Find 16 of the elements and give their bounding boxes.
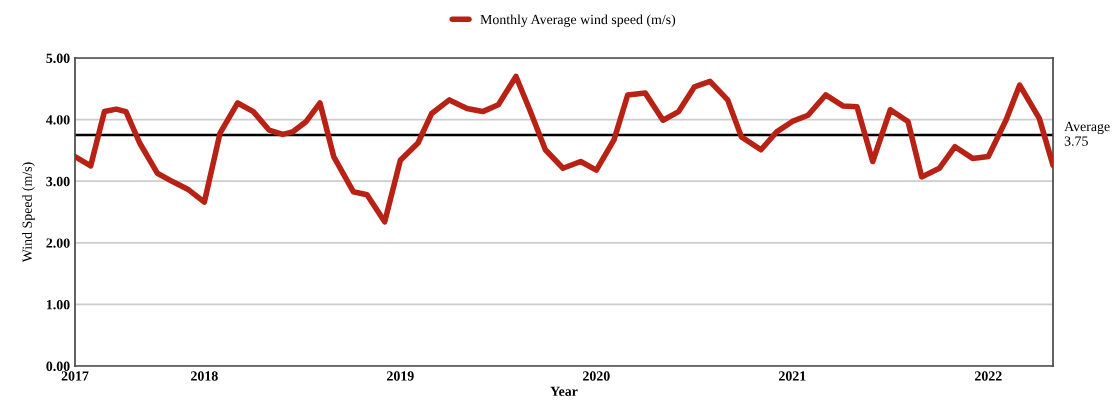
y-tick-label: 4.00	[46, 115, 70, 125]
x-tick-label: 2022	[975, 371, 1002, 381]
x-tick-label: 2017	[61, 371, 89, 381]
y-axis-title: Wind Speed (m/s)	[22, 162, 35, 263]
y-tick-label: 1.00	[46, 299, 70, 310]
x-axis-title: Year	[550, 386, 578, 397]
ref-line-label: Average 3.75	[1064, 121, 1110, 146]
y-tick-label: 2.00	[46, 238, 70, 248]
x-tick-label: 2020	[583, 371, 610, 381]
y-tick-label: 5.00	[46, 53, 70, 64]
y-tick-label: 3.00	[46, 176, 70, 187]
legend-label: Monthly Average wind speed (m/s)	[480, 14, 676, 28]
y-tick-label: 0.00	[46, 361, 70, 372]
x-tick-label: 2019	[387, 371, 414, 381]
x-tick-label: 2021	[779, 371, 806, 381]
x-tick-label: 2018	[191, 371, 218, 381]
